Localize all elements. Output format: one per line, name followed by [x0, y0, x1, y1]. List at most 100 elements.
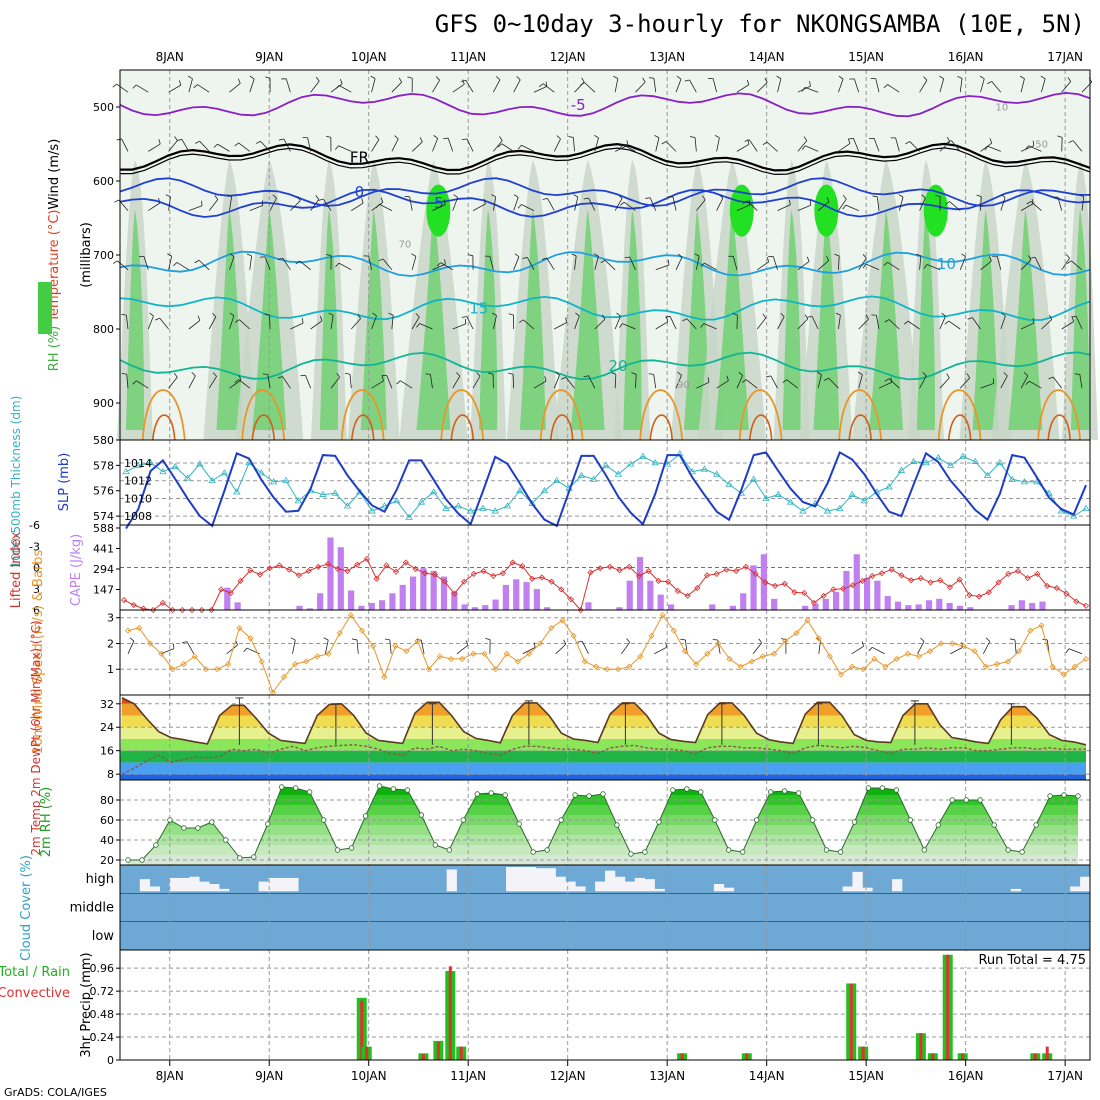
wind-speed-point [971, 648, 978, 655]
wind-barb [452, 197, 459, 211]
wind-speed-point [314, 653, 321, 660]
panel-frame [119, 949, 1091, 1061]
wind-barb-flag [416, 323, 420, 328]
wind-barb-flag [1003, 372, 1008, 377]
thickness-point [393, 497, 401, 504]
precip-convective-bar [946, 954, 950, 1060]
cape-bar [317, 593, 324, 610]
cape-bar [925, 600, 933, 610]
thickness-point [553, 476, 561, 483]
rh-point [851, 819, 858, 825]
cape-bar [936, 598, 943, 610]
wind-barb [675, 78, 682, 93]
wind-barb-flag [620, 201, 625, 206]
rh-shade-max [814, 184, 839, 237]
wind-barb-flag [571, 253, 577, 257]
wind-barb [371, 315, 377, 330]
time-tick-label-top: 14JAN [749, 50, 785, 64]
thickness-point [799, 507, 807, 514]
wind-barb-flag [568, 136, 574, 138]
wind-barb [919, 80, 928, 93]
wind-barb-flag [967, 317, 973, 320]
wind-barb [939, 141, 951, 152]
wind-barb-flag [259, 256, 266, 258]
cape-bar [420, 568, 427, 610]
wind-barb [817, 374, 822, 389]
wind-speed-point [280, 673, 288, 681]
wind-barb-flag [631, 372, 637, 375]
surface-temp-contour [340, 389, 385, 441]
rh-point [237, 855, 243, 861]
cape-bar [585, 602, 592, 610]
wind-barb [736, 375, 744, 389]
wind-barb-flag [318, 198, 324, 201]
wind-speed-point [759, 653, 767, 660]
wind-barb-flag [826, 255, 830, 261]
wind-barb-flag [939, 75, 944, 80]
wind-barb [188, 320, 201, 330]
wind-barb [283, 138, 291, 152]
cape-bar [616, 607, 623, 610]
wind-barb [959, 256, 966, 270]
temp-contour [119, 91, 1091, 118]
wind-barb-flag [277, 257, 283, 260]
wind-barb [181, 139, 190, 152]
y-tick-label: 3 [107, 612, 114, 625]
wind-barb-flag [491, 312, 497, 316]
wind-barb-flag [989, 138, 993, 144]
thickness-point [589, 475, 598, 482]
wind-speed-point [370, 642, 377, 650]
wind-barb-flag [862, 254, 867, 259]
lifted-index-point [810, 599, 817, 606]
cloud-bar [288, 877, 299, 892]
lifted-index-point [830, 586, 837, 593]
wind-speed-point [124, 627, 132, 634]
wind-barb [712, 78, 718, 93]
time-tick-label-top: 15JAN [848, 50, 884, 64]
wind-speed-point [960, 642, 967, 650]
precip-convective-bar [931, 1053, 935, 1060]
wind-barb-flag [857, 371, 863, 376]
rh-shade-core [1071, 210, 1090, 430]
wind-barb-flag [1074, 373, 1080, 375]
wind-barb [547, 198, 555, 211]
temp-contour [119, 351, 1091, 381]
wind-barb-flag [744, 139, 750, 142]
y-tick-label: 40 [100, 834, 114, 847]
lifted-index-point [762, 579, 769, 586]
wind-speed-point [849, 663, 856, 670]
wind-barb [290, 322, 304, 330]
wind-barb [1020, 78, 1025, 93]
wind-barb [1057, 197, 1063, 211]
wind-barb-flag [1001, 312, 1006, 317]
wind-barb [282, 257, 291, 271]
wind-barb [770, 375, 778, 389]
thickness-point [159, 467, 167, 475]
wind-barb [148, 143, 161, 152]
time-tick-label-top: 17JAN [1047, 50, 1083, 64]
rh-point [1047, 793, 1053, 799]
precip-convective-bar [436, 1041, 440, 1060]
wind-speed-point [1038, 622, 1045, 629]
temp-contour-label: -5 [571, 96, 586, 114]
lifted-index-point [1082, 602, 1090, 609]
slp-line [125, 450, 1087, 530]
wind-barb [1000, 375, 1008, 389]
wind-barb-flag [583, 375, 589, 378]
y-tick-label: 578 [93, 459, 114, 472]
wind-barb-flag [780, 312, 785, 318]
wind-barb [622, 323, 636, 330]
wind-barb-flag [835, 312, 841, 316]
time-tick-label-bottom: 11JAN [450, 1069, 486, 1083]
wind-barb-flag [425, 373, 431, 375]
time-tick-label-bottom: 16JAN [948, 1069, 984, 1083]
lifted-index-point [490, 572, 497, 580]
panel-slp-thickness: 574 576 578 580 1008 1010 1012 1014 1000-500mb T… [9, 396, 1091, 568]
wind-barb-flag [328, 312, 334, 316]
wind-speed-point [447, 655, 455, 663]
wind-barb [746, 200, 758, 211]
wind-barb [197, 84, 210, 93]
thickness-point [466, 507, 475, 514]
wind-barb [772, 256, 778, 270]
thickness-point [626, 460, 635, 467]
